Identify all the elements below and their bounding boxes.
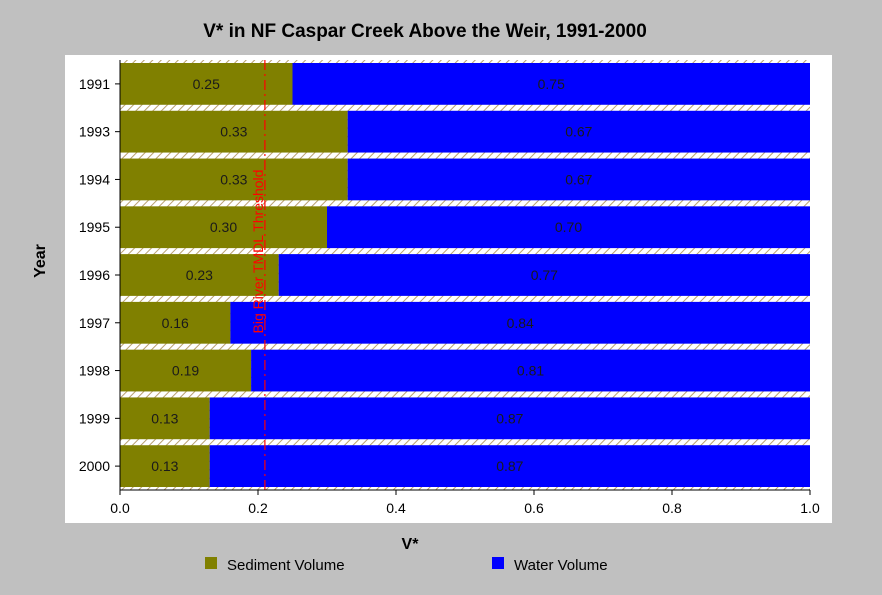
water-bar-1991	[292, 63, 810, 105]
water-bar-1993	[347, 110, 810, 153]
x-tick-label-5: 1.0	[800, 500, 820, 516]
y-tick-label-1999: 1999	[79, 410, 110, 426]
x-tick-label-4: 0.8	[662, 500, 682, 516]
sediment-label-1993: 0.33	[220, 124, 247, 140]
water-bar-2000	[209, 445, 810, 487]
sediment-bar-1997	[120, 301, 231, 344]
sediment-label-1998: 0.19	[172, 363, 199, 379]
water-bar-1999	[209, 397, 810, 440]
x-tick-label-2: 0.4	[386, 500, 406, 516]
y-axis-label: Year	[32, 244, 49, 278]
legend-label-water: Water Volume	[514, 557, 608, 574]
water-label-2000: 0.87	[496, 458, 523, 474]
water-label-1996: 0.77	[531, 267, 558, 283]
sediment-label-2000: 0.13	[151, 458, 178, 474]
water-bar-1996	[278, 254, 810, 296]
sediment-label-1999: 0.13	[151, 410, 178, 426]
sediment-bar-1994	[120, 158, 348, 201]
water-label-1998: 0.81	[517, 363, 544, 379]
sediment-label-1995: 0.30	[210, 219, 237, 235]
legend: Sediment Volume Water Volume	[205, 557, 608, 574]
sediment-label-1994: 0.33	[220, 171, 247, 187]
y-tick-label-1997: 1997	[79, 315, 110, 331]
x-tick-label-1: 0.2	[248, 500, 268, 516]
sediment-bar-1996	[120, 254, 279, 296]
water-label-1997: 0.84	[507, 315, 534, 331]
x-tick-label-3: 0.6	[524, 500, 544, 516]
water-label-1994: 0.67	[565, 171, 592, 187]
water-label-1993: 0.67	[565, 124, 592, 140]
sediment-bar-1995	[120, 206, 327, 249]
y-tick-label-1998: 1998	[79, 363, 110, 379]
y-axis-ticks: 1991 1993 1994 1995 1996 1997 1998 1999 2000	[79, 76, 120, 474]
y-tick-label-1991: 1991	[79, 76, 110, 92]
sediment-bar-1998	[120, 349, 252, 392]
sediment-bar-1993	[120, 110, 348, 153]
y-tick-label-1996: 1996	[79, 267, 110, 283]
sediment-bar-1991	[120, 63, 293, 105]
water-bar-1998	[251, 349, 811, 392]
sediment-label-1997: 0.16	[162, 315, 189, 331]
chart-title: V* in NF Caspar Creek Above the Weir, 19…	[203, 21, 647, 42]
threshold-label: Big River TMDL Threshold	[250, 170, 266, 334]
sediment-label-1991: 0.25	[193, 76, 220, 92]
x-tick-label-0: 0.0	[110, 500, 130, 516]
water-label-1991: 0.75	[538, 76, 565, 92]
water-label-1995: 0.70	[555, 219, 582, 235]
y-tick-label-1995: 1995	[79, 219, 110, 235]
legend-label-sediment: Sediment Volume	[227, 557, 345, 574]
legend-swatch-water	[492, 557, 504, 569]
water-bar-1997	[230, 301, 810, 344]
water-bar-1994	[347, 158, 810, 201]
sediment-bar-1999	[120, 397, 210, 440]
bar-labels: 0.25 0.75 0.33 0.67 0.33 0.67 0.30 0.70 0.23 0.77…	[151, 76, 592, 474]
sediment-label-1996: 0.23	[186, 267, 213, 283]
legend-swatch-sediment	[205, 557, 217, 569]
y-tick-label-1994: 1994	[79, 171, 110, 187]
sediment-bar-2000	[120, 445, 210, 487]
x-axis-ticks: 0.0 0.2 0.4 0.6 0.8 1.0	[110, 490, 820, 516]
water-label-1999: 0.87	[496, 410, 523, 426]
x-axis-label: V*	[402, 536, 420, 553]
bars	[120, 63, 811, 487]
y-tick-label-1993: 1993	[79, 124, 110, 140]
y-tick-label-2000: 2000	[79, 458, 110, 474]
water-bar-1995	[327, 206, 810, 249]
